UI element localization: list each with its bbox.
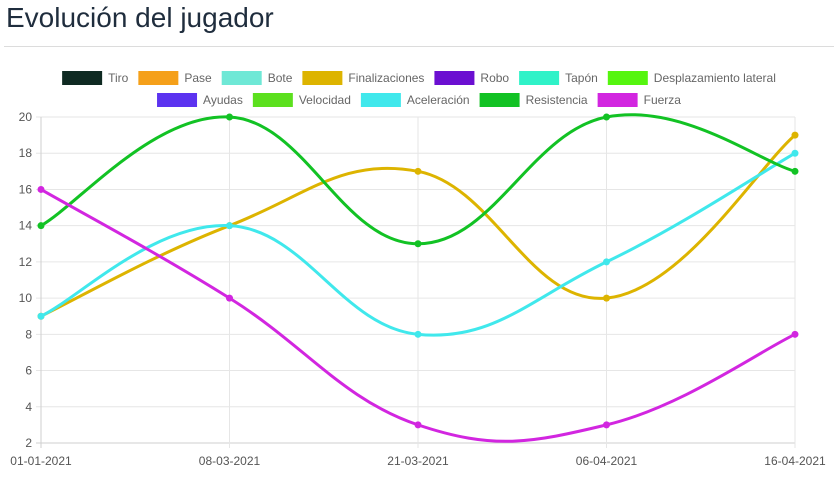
data-point bbox=[791, 330, 799, 338]
legend-label: Velocidad bbox=[299, 93, 351, 107]
y-tick-label: 10 bbox=[19, 291, 33, 305]
data-point bbox=[414, 167, 422, 175]
legend-swatch bbox=[302, 71, 343, 85]
legend-swatch bbox=[157, 93, 198, 107]
data-point bbox=[414, 330, 422, 338]
data-point bbox=[791, 131, 799, 139]
data-point bbox=[37, 222, 45, 230]
y-tick-label: 4 bbox=[25, 400, 32, 414]
legend-swatch bbox=[597, 93, 638, 107]
y-tick-label: 18 bbox=[19, 146, 33, 160]
series-fuerza bbox=[37, 185, 799, 443]
legend-item-ayudas: Ayudas bbox=[157, 93, 243, 107]
legend-item-aceleracion: Aceleración bbox=[360, 93, 470, 107]
axes: 2 4 6 8 10 12 14 16 18 20 01-01-2021 08-03-2021 21-0… bbox=[10, 110, 826, 468]
x-tick-label: 06-04-2021 bbox=[576, 454, 638, 468]
y-tick-label: 16 bbox=[19, 182, 33, 196]
legend-label: Tapón bbox=[565, 71, 598, 85]
data-point bbox=[603, 294, 610, 302]
legend-item-resistencia: Resistencia bbox=[479, 93, 588, 107]
legend-swatch bbox=[252, 93, 293, 107]
chart-legend: Tiro Pase Bote Finalizaciones Robo Tapón Despl… bbox=[62, 71, 776, 107]
legend-item-bote: Bote bbox=[221, 71, 293, 85]
data-point bbox=[226, 113, 233, 121]
legend-label: Resistencia bbox=[526, 93, 588, 107]
legend-item-fuerza: Fuerza bbox=[597, 93, 682, 107]
data-point bbox=[226, 294, 233, 302]
series-group bbox=[37, 113, 799, 443]
legend-swatch bbox=[221, 71, 262, 85]
y-tick-label: 6 bbox=[25, 364, 32, 378]
x-tick-label: 16-04-2021 bbox=[764, 454, 826, 468]
legend-label: Tiro bbox=[108, 71, 129, 85]
legend-swatch bbox=[607, 71, 648, 85]
data-point bbox=[603, 258, 610, 266]
x-tick-label: 08-03-2021 bbox=[199, 454, 261, 468]
x-tick-label: 01-01-2021 bbox=[10, 454, 72, 468]
page-title: Evolución del jugador bbox=[6, 2, 274, 33]
data-point bbox=[37, 185, 45, 193]
legend-item-desplazamiento-lateral: Desplazamiento lateral bbox=[607, 71, 776, 85]
data-point bbox=[603, 113, 610, 121]
legend-label: Ayudas bbox=[203, 93, 243, 107]
legend-item-robo: Robo bbox=[434, 71, 509, 85]
legend-label: Pase bbox=[184, 71, 212, 85]
legend-swatch bbox=[434, 71, 475, 85]
series-aceleracion bbox=[37, 149, 799, 338]
legend-item-velocidad: Velocidad bbox=[252, 93, 351, 107]
data-point bbox=[791, 167, 799, 175]
data-point bbox=[226, 222, 233, 230]
legend-swatch bbox=[360, 93, 401, 107]
y-tick-label: 2 bbox=[25, 436, 32, 450]
data-point bbox=[414, 421, 422, 429]
legend-label: Bote bbox=[268, 71, 293, 85]
y-tick-label: 8 bbox=[25, 327, 32, 341]
legend-item-pase: Pase bbox=[138, 71, 212, 85]
legend-swatch bbox=[138, 71, 179, 85]
y-tick-label: 20 bbox=[19, 110, 33, 124]
legend-label: Finalizaciones bbox=[348, 71, 424, 85]
legend-label: Aceleración bbox=[407, 93, 470, 107]
legend-item-finalizaciones: Finalizaciones bbox=[302, 71, 424, 85]
legend-item-tiro: Tiro bbox=[62, 71, 129, 85]
legend-swatch bbox=[479, 93, 520, 107]
title-divider bbox=[4, 46, 834, 47]
data-point bbox=[603, 421, 610, 429]
data-point bbox=[791, 149, 799, 157]
legend-swatch bbox=[519, 71, 560, 85]
x-tick-label: 21-03-2021 bbox=[387, 454, 449, 468]
data-point bbox=[37, 312, 45, 320]
legend-label: Robo bbox=[480, 71, 509, 85]
legend-swatch bbox=[62, 71, 103, 85]
series-line bbox=[40, 133, 796, 318]
legend-label: Fuerza bbox=[644, 93, 682, 107]
y-tick-label: 12 bbox=[19, 255, 33, 269]
legend-item-tapon: Tapón bbox=[519, 71, 598, 85]
data-point bbox=[414, 240, 422, 248]
y-tick-label: 14 bbox=[19, 219, 33, 233]
series-resistencia bbox=[37, 113, 799, 248]
legend-label: Desplazamiento lateral bbox=[654, 71, 776, 85]
